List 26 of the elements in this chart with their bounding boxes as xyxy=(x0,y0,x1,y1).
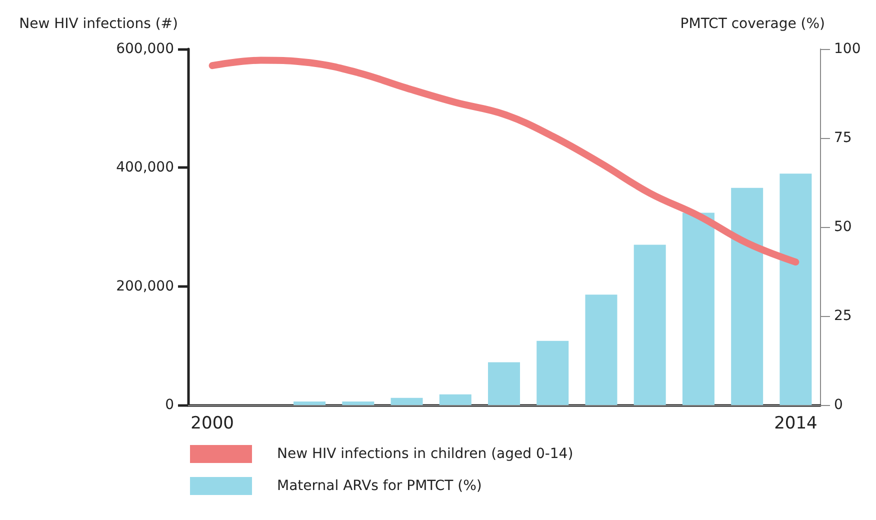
legend-label: Maternal ARVs for PMTCT (%) xyxy=(277,478,482,494)
bar xyxy=(585,294,618,405)
y-tick-label: 400,000 xyxy=(116,160,174,176)
y2-tick-label: 100 xyxy=(834,41,861,57)
bar xyxy=(390,398,423,405)
bar xyxy=(634,244,666,405)
y2-tick-label: 75 xyxy=(834,130,852,146)
y-tick-label: 200,000 xyxy=(116,278,174,294)
y-tick-label: 0 xyxy=(165,397,174,413)
bar xyxy=(536,340,569,405)
y2-tick-label: 50 xyxy=(834,219,852,235)
x-tick-label: 2014 xyxy=(774,414,818,434)
bar xyxy=(294,401,326,405)
y2-axis-title: PMTCT coverage (%) xyxy=(680,16,825,32)
y2-tick-label: 0 xyxy=(834,397,843,413)
bar xyxy=(731,188,764,405)
y2-tick-label: 25 xyxy=(834,308,852,324)
bar xyxy=(780,174,812,405)
legend-label: New HIV infections in children (aged 0-14) xyxy=(277,446,574,462)
bar xyxy=(439,394,472,405)
bar xyxy=(342,401,374,405)
y-axis-title: New HIV infections (#) xyxy=(19,16,178,32)
x-tick-label: 2000 xyxy=(190,414,234,434)
bar xyxy=(488,362,520,405)
bar xyxy=(682,212,714,405)
y-tick-label: 600,000 xyxy=(116,41,174,57)
